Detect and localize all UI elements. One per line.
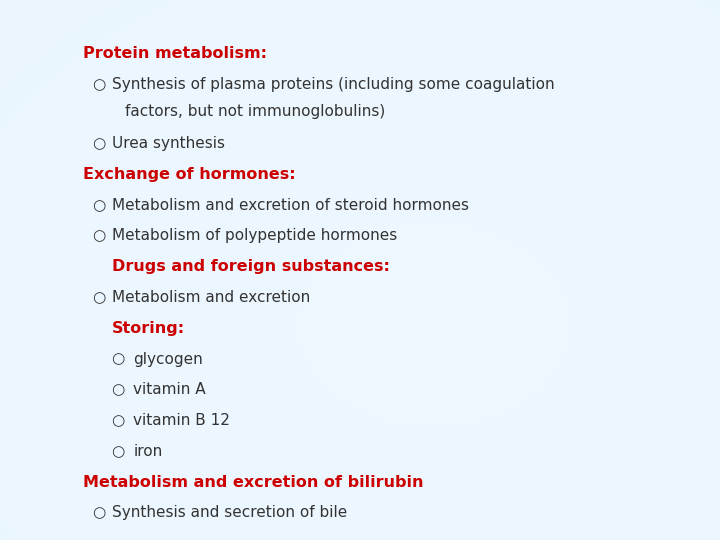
Text: ○: ○ — [112, 382, 125, 397]
Text: ○: ○ — [92, 198, 105, 213]
Text: Drugs and foreign substances:: Drugs and foreign substances: — [112, 259, 390, 274]
Text: iron: iron — [133, 444, 163, 459]
Text: ○: ○ — [112, 413, 125, 428]
Text: vitamin A: vitamin A — [133, 382, 206, 397]
Text: Synthesis of plasma proteins (including some coagulation: Synthesis of plasma proteins (including … — [112, 77, 554, 92]
Text: Metabolism and excretion of bilirubin: Metabolism and excretion of bilirubin — [83, 475, 423, 490]
Text: Storing:: Storing: — [112, 321, 185, 336]
Text: ○: ○ — [92, 290, 105, 305]
Text: ○: ○ — [92, 228, 105, 244]
Text: vitamin B 12: vitamin B 12 — [133, 413, 230, 428]
Text: glycogen: glycogen — [133, 352, 203, 367]
Text: ○: ○ — [92, 77, 105, 92]
Text: Metabolism and excretion: Metabolism and excretion — [112, 290, 310, 305]
Text: factors, but not immunoglobulins): factors, but not immunoglobulins) — [125, 104, 384, 119]
Text: ○: ○ — [92, 136, 105, 151]
Text: ○: ○ — [92, 505, 105, 521]
Text: ○: ○ — [112, 352, 125, 367]
Text: Exchange of hormones:: Exchange of hormones: — [83, 167, 295, 182]
Text: Protein metabolism:: Protein metabolism: — [83, 46, 267, 61]
Text: Urea synthesis: Urea synthesis — [112, 136, 225, 151]
Text: Synthesis and secretion of bile: Synthesis and secretion of bile — [112, 505, 347, 521]
Text: Metabolism of polypeptide hormones: Metabolism of polypeptide hormones — [112, 228, 397, 244]
Text: ○: ○ — [112, 444, 125, 459]
Text: Metabolism and excretion of steroid hormones: Metabolism and excretion of steroid horm… — [112, 198, 469, 213]
